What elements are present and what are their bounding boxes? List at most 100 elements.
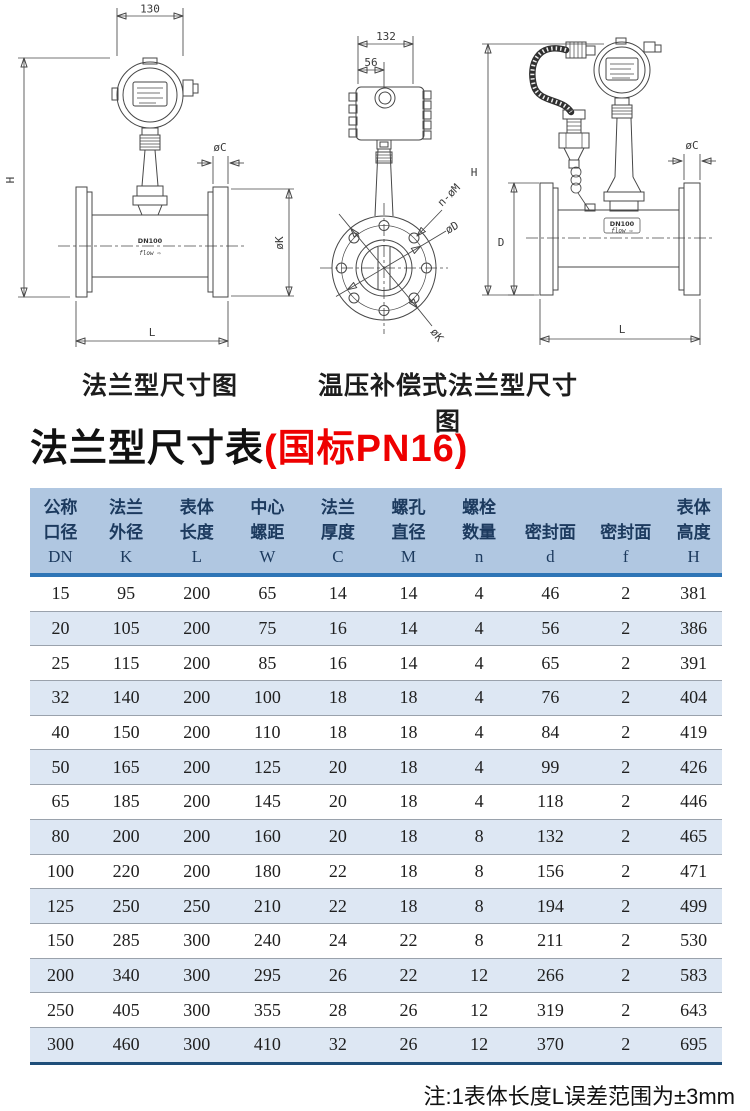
cell-d: 266 [536, 964, 564, 985]
cell-L: 200 [183, 860, 211, 881]
cell-H: 426 [680, 756, 708, 777]
cell-L: 300 [183, 999, 211, 1020]
page-title-main: 法兰型尺寸表 [30, 428, 265, 470]
dim-length-L: L [149, 326, 156, 339]
cell-DN: 100 [46, 860, 74, 881]
cell-M: 14 [399, 583, 418, 604]
cell-W: 180 [253, 860, 281, 881]
table-row-dn-150: 150 285 300 240 24 22 8 211 2 530 [30, 923, 722, 959]
compensated-side-view-drawing: DN100 flow ⇨ H D øC L [471, 37, 716, 345]
cell-M: 18 [399, 756, 418, 777]
dim-length-L: L [619, 323, 626, 336]
cell-d: 370 [536, 1034, 564, 1055]
cell-f: 2 [621, 618, 631, 639]
cell-K: 340 [112, 964, 140, 985]
cell-f: 2 [621, 791, 631, 812]
cell-C: 18 [328, 687, 347, 708]
cell-d: 65 [541, 652, 560, 673]
flow-direction-label: flow ⇨ [611, 228, 633, 235]
cell-d: 76 [541, 687, 560, 708]
cell-K: 140 [112, 687, 140, 708]
cell-M: 18 [399, 826, 418, 847]
cell-L: 200 [183, 583, 211, 604]
table-row-dn-65: 65 185 200 145 20 18 4 118 2 446 [30, 785, 722, 820]
cell-DN: 250 [46, 999, 74, 1020]
table-row-dn-40: 40 150 200 110 18 18 4 84 2 419 [30, 715, 722, 750]
cell-W: 100 [253, 687, 281, 708]
cell-H: 499 [680, 895, 708, 916]
cell-L: 200 [183, 687, 211, 708]
column-header-d: 密封面 d [514, 488, 587, 577]
cell-K: 285 [112, 930, 140, 951]
label-bolt-holes-nM: n-øM [435, 181, 463, 209]
cell-d: 156 [536, 860, 564, 881]
cell-W: 240 [253, 930, 281, 951]
dim-height-H: H [471, 166, 478, 179]
cell-n: 4 [474, 652, 484, 673]
cell-n: 4 [474, 618, 484, 639]
cell-f: 2 [621, 826, 631, 847]
cell-L: 200 [183, 756, 211, 777]
cell-d: 56 [541, 618, 560, 639]
cell-DN: 150 [46, 930, 74, 951]
cell-C: 22 [328, 895, 347, 916]
cell-K: 95 [117, 583, 136, 604]
cell-d: 46 [541, 583, 560, 604]
dimension-table: 公称 口径 DN 法兰 外径 K 表体 长度 L 中心 螺距 W 法兰 厚度 C 螺孔 直径 M 螺栓 数量 n 密封面 d… [30, 488, 722, 1065]
cell-K: 460 [112, 1034, 140, 1055]
cell-L: 200 [183, 618, 211, 639]
cell-C: 14 [328, 583, 347, 604]
dim-flange-thickness-C: øC [685, 139, 698, 152]
cell-K: 115 [113, 652, 140, 673]
cell-C: 32 [328, 1034, 347, 1055]
cell-H: 404 [680, 687, 708, 708]
cell-M: 14 [399, 618, 418, 639]
cell-M: 18 [399, 791, 418, 812]
cell-DN: 40 [51, 722, 70, 743]
label-bolt-circle-D: øD [443, 219, 461, 237]
cell-d: 211 [537, 930, 564, 951]
cell-M: 22 [399, 930, 418, 951]
cell-K: 185 [112, 791, 140, 812]
cell-M: 26 [399, 999, 418, 1020]
cell-DN: 65 [51, 791, 70, 812]
cell-W: 85 [258, 652, 277, 673]
table-row-dn-125: 125 250 250 210 22 18 8 194 2 499 [30, 888, 722, 924]
cell-DN: 125 [46, 895, 74, 916]
cell-d: 319 [536, 999, 564, 1020]
cell-DN: 25 [51, 652, 70, 673]
cell-C: 22 [328, 860, 347, 881]
cell-f: 2 [621, 722, 631, 743]
table-row-dn-200: 200 340 300 295 26 22 12 266 2 583 [30, 958, 722, 993]
cell-n: 4 [474, 583, 484, 604]
cell-K: 250 [112, 895, 140, 916]
cell-K: 105 [112, 618, 140, 639]
column-header-K: 法兰 外径 K [90, 488, 162, 577]
cell-K: 165 [112, 756, 140, 777]
cell-C: 20 [328, 756, 347, 777]
cell-W: 65 [258, 583, 277, 604]
dim-width-130: 130 [140, 3, 160, 16]
cell-C: 16 [328, 618, 347, 639]
cell-W: 160 [253, 826, 281, 847]
cell-f: 2 [621, 860, 631, 881]
cell-C: 28 [328, 999, 347, 1020]
cell-W: 295 [253, 964, 281, 985]
cell-n: 12 [470, 964, 489, 985]
cell-H: 381 [680, 583, 708, 604]
cell-f: 2 [621, 895, 631, 916]
cell-C: 20 [328, 826, 347, 847]
cell-f: 2 [621, 999, 631, 1020]
dim-flange-outer-K: øK [273, 236, 286, 250]
cell-W: 110 [254, 722, 281, 743]
column-header-n: 螺栓 数量 n [443, 488, 515, 577]
cell-L: 300 [183, 930, 211, 951]
cell-H: 583 [680, 964, 708, 985]
cell-M: 26 [399, 1034, 418, 1055]
label-outer-diameter-K: øK [428, 326, 447, 345]
table-row-dn-25: 25 115 200 85 16 14 4 65 2 391 [30, 646, 722, 681]
cell-C: 20 [328, 791, 347, 812]
cell-H: 643 [680, 999, 708, 1020]
cell-H: 471 [680, 860, 708, 881]
